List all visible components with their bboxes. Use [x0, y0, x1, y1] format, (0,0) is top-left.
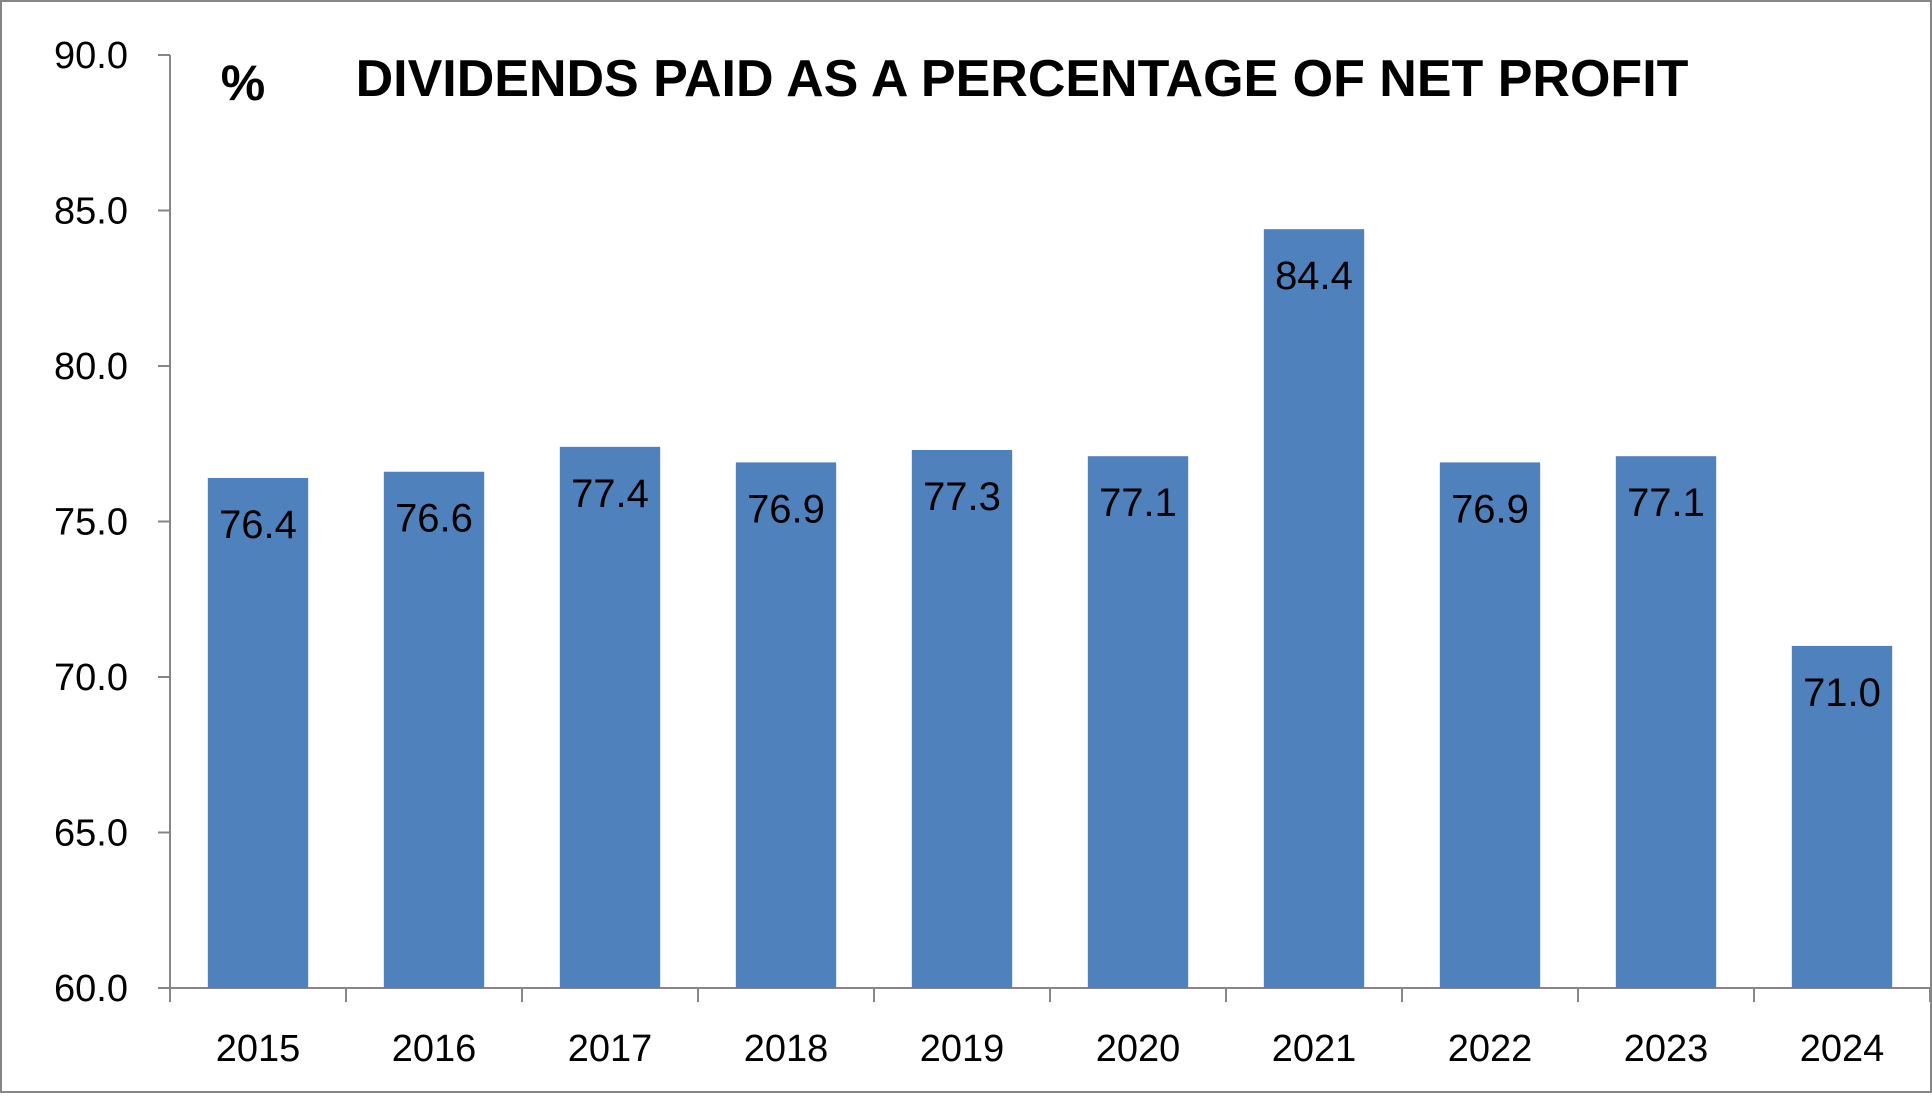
data-label-2021: 84.4 — [1275, 254, 1353, 298]
data-label-2017: 77.4 — [571, 472, 649, 516]
bar-2022 — [1439, 462, 1541, 988]
bar-2016 — [383, 471, 485, 988]
bar-2018 — [735, 462, 837, 988]
x-tick-label-2016: 2016 — [392, 1028, 477, 1070]
x-tick-label-2024: 2024 — [1800, 1028, 1885, 1070]
bars — [207, 229, 1893, 989]
data-label-2018: 76.9 — [747, 487, 825, 531]
bar-2024 — [1791, 645, 1893, 988]
x-tick-label-2019: 2019 — [920, 1028, 1005, 1070]
y-tick-label: 60.0 — [54, 968, 128, 1010]
chart-title: DIVIDENDS PAID AS A PERCENTAGE OF NET PR… — [356, 50, 1689, 108]
data-label-2022: 76.9 — [1451, 487, 1529, 531]
x-tick-label-2018: 2018 — [744, 1028, 829, 1070]
x-tick-label-2015: 2015 — [216, 1028, 301, 1070]
y-tick-label: 85.0 — [54, 191, 128, 233]
data-label-2019: 77.3 — [923, 475, 1001, 519]
x-tick-label-2020: 2020 — [1096, 1028, 1181, 1070]
y-axis: 60.0 65.0 70.0 75.0 80.0 85.0 90.0 — [54, 35, 171, 1010]
x-tick-label-2017: 2017 — [568, 1028, 653, 1070]
y-tick-label: 70.0 — [54, 657, 128, 699]
y-unit-label: % — [221, 55, 265, 111]
bar-2020 — [1087, 456, 1189, 988]
data-label-2015: 76.4 — [219, 503, 297, 547]
y-tick-label: 65.0 — [54, 813, 128, 855]
bar-2015 — [207, 477, 309, 988]
x-tick-label-2022: 2022 — [1448, 1028, 1533, 1070]
y-tick-label: 80.0 — [54, 346, 128, 388]
bar-2021 — [1263, 229, 1365, 988]
x-tick-label-2021: 2021 — [1272, 1028, 1357, 1070]
bar-2023 — [1615, 456, 1717, 988]
bar-2019 — [911, 449, 1013, 989]
data-label-2024: 71.0 — [1803, 671, 1881, 715]
data-label-2020: 77.1 — [1099, 481, 1177, 525]
data-labels: 76.4 76.6 77.4 76.9 77.3 77.1 84.4 76.9 77.1 71.0 — [219, 254, 1881, 715]
data-label-2016: 76.6 — [395, 497, 473, 541]
bar-2017 — [559, 446, 661, 988]
x-tick-label-2023: 2023 — [1624, 1028, 1709, 1070]
y-tick-label: 75.0 — [54, 502, 128, 544]
y-tick-label: 90.0 — [54, 35, 128, 77]
data-label-2023: 77.1 — [1627, 481, 1705, 525]
